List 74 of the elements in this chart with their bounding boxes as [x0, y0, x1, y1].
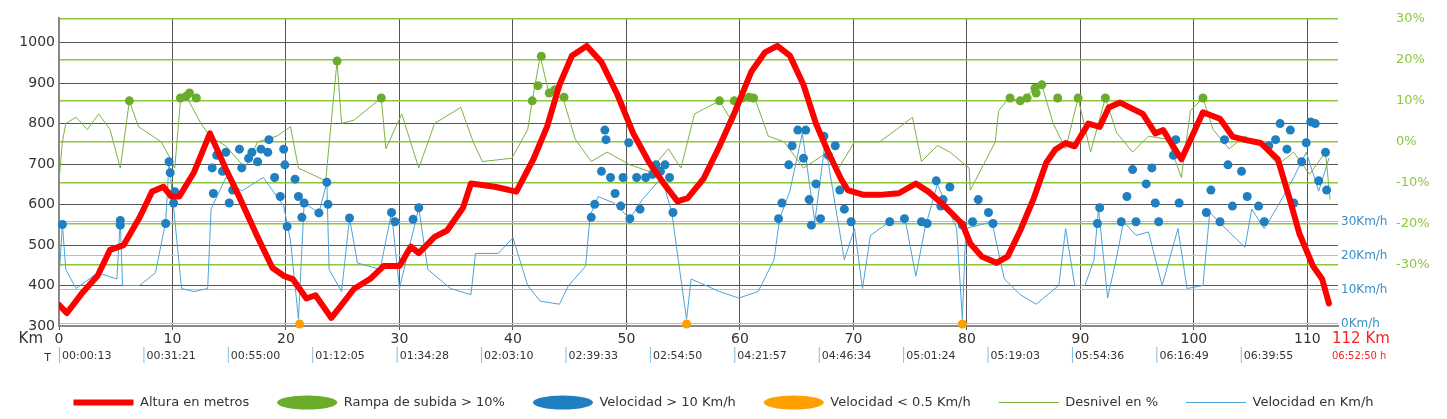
- y-tick-label: 1000: [19, 33, 55, 50]
- point: [376, 93, 386, 103]
- point: [332, 56, 342, 66]
- point: [1005, 93, 1015, 103]
- x-tick-label: 60: [731, 329, 749, 346]
- y3-tick-label: 10Km/h: [1341, 282, 1388, 297]
- y-tick-label: 800: [28, 114, 55, 131]
- text: 00:31:21: [146, 348, 196, 362]
- point: [527, 96, 537, 106]
- text: 05:19:03: [990, 348, 1040, 362]
- x-tick-label: 20: [277, 329, 295, 346]
- legend-label: Desnivel en %: [1065, 393, 1159, 409]
- y2-tick-label: 0%: [1396, 133, 1417, 149]
- text: 06:16:49: [1159, 348, 1209, 362]
- legend-label: Velocidad en Km/h: [1252, 393, 1374, 409]
- point: [185, 88, 195, 98]
- text: 06:39:55: [1243, 348, 1294, 362]
- text: 02:03:10: [484, 348, 534, 362]
- text: 02:54:50: [652, 348, 703, 362]
- point: [1031, 88, 1041, 98]
- y2-tick-label: -20%: [1396, 215, 1430, 231]
- x-tick-label: 100: [1180, 329, 1208, 346]
- point: [533, 81, 543, 91]
- x-tick-label: 80: [957, 329, 976, 346]
- text: 112 Km: [1332, 328, 1390, 347]
- y-tick-label: 300: [28, 316, 55, 333]
- x-tick-label: 90: [1071, 329, 1090, 346]
- legend-label: Rampa de subida > 10%: [343, 393, 505, 409]
- text: 01:12:05: [315, 348, 365, 362]
- legend-label: Altura en metros: [140, 393, 250, 409]
- y-tick-label: 700: [28, 154, 55, 171]
- text: 00:00:13: [62, 348, 112, 362]
- point: [749, 93, 759, 103]
- y-tick-label: 400: [28, 276, 55, 293]
- x-tick-label: 10: [163, 329, 182, 346]
- text: 01:34:28: [399, 348, 450, 362]
- point: [1073, 93, 1083, 103]
- point: [124, 96, 134, 106]
- y-tick-label: 600: [28, 195, 55, 212]
- text: 06:52:50 h: [1332, 349, 1387, 361]
- x-tick-label: 40: [504, 329, 522, 346]
- x-tick-label: 50: [617, 329, 636, 346]
- legend-label: Velocidad < 0.5 Km/h: [830, 393, 971, 409]
- x-tick-label: 70: [844, 329, 863, 346]
- point: [1037, 80, 1047, 90]
- text: 04:46:34: [821, 348, 872, 362]
- point: [715, 96, 724, 106]
- y2-tick-label: 30%: [1396, 10, 1425, 26]
- y3-tick-label: 0Km/h: [1341, 316, 1380, 331]
- y2-tick-label: 20%: [1396, 51, 1425, 67]
- text: 05:01:24: [906, 348, 956, 362]
- y2-tick-label: 10%: [1396, 92, 1425, 108]
- point: [1053, 93, 1063, 103]
- point: [191, 93, 201, 103]
- point: [536, 51, 546, 61]
- text: 00:55:00: [230, 348, 281, 362]
- y-tick-label: 900: [28, 73, 55, 90]
- point: [559, 92, 569, 102]
- x-tick-label: 0: [54, 329, 64, 346]
- y3-tick-label: 30Km/h: [1341, 213, 1388, 228]
- point: [1022, 93, 1032, 103]
- text: T: [43, 350, 52, 364]
- y2-tick-label: -30%: [1396, 256, 1430, 272]
- legend-label: Velocidad > 10 Km/h: [599, 393, 736, 409]
- point: [1100, 93, 1110, 103]
- y-tick-label: 500: [28, 235, 55, 252]
- text: 04:21:57: [737, 348, 787, 362]
- x-tick-label: 110: [1293, 329, 1321, 346]
- y3-tick-label: 20Km/h: [1341, 247, 1388, 262]
- y2-tick-label: -10%: [1396, 174, 1430, 190]
- text: 02:39:33: [568, 348, 618, 362]
- text: 05:54:36: [1074, 348, 1125, 362]
- x-tick-label: 30: [390, 329, 409, 346]
- point: [1198, 93, 1208, 103]
